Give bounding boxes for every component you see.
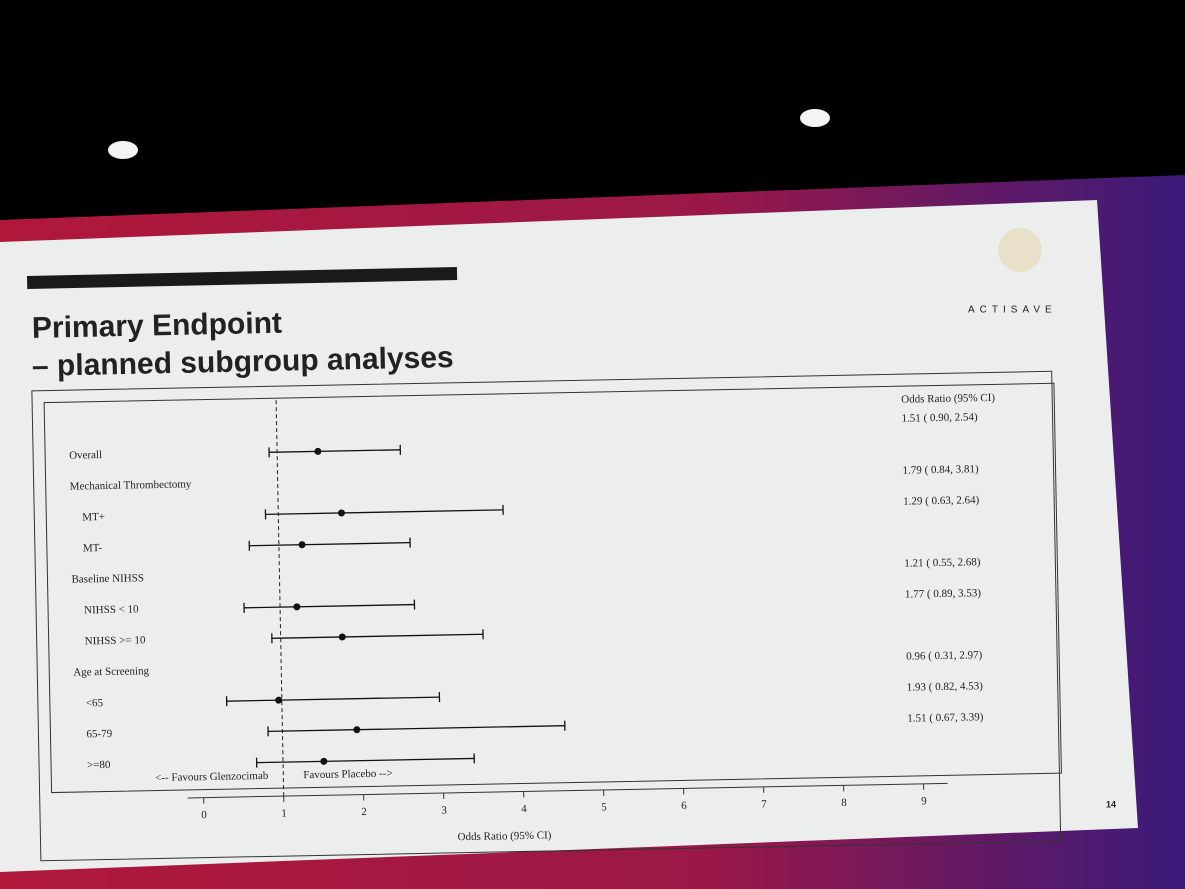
x-tick-label: 3 [441,805,447,817]
x-tick-label: 8 [841,797,847,809]
reference-line [275,400,285,797]
ci-label: 1.77 ( 0.89, 3.53) [905,587,982,600]
row-label: 65-79 [86,728,112,741]
row-label: >=80 [87,759,111,771]
ceiling-light [800,109,830,127]
ci-label: 1.21 ( 0.55, 2.68) [904,556,981,569]
forest-plot: Odds Ratio (95% CI) Odds Ratio (95% CI) … [31,370,1062,862]
ci-label: 1.29 ( 0.63, 2.64) [903,494,980,507]
ci-label: 1.79 ( 0.84, 3.81) [902,463,979,476]
row-label: Overall [69,449,102,462]
x-axis [187,782,948,799]
ci-label: 1.51 ( 0.67, 3.39) [907,711,984,724]
title: Primary Endpoint [32,307,283,345]
ci-header: Odds Ratio (95% CI) [901,392,995,406]
page-number: 14 [1106,799,1116,809]
x-tick-label: 2 [361,806,367,818]
logo-text: ACTISAVE [968,305,1057,316]
ci-line [256,757,475,764]
x-tick-label: 4 [521,803,527,815]
point-estimate [353,726,361,734]
ci-line [249,541,411,547]
row-label: Age at Screening [73,665,149,678]
row-label: NIHSS >= 10 [85,634,146,647]
outer-frame [31,370,1062,862]
point-estimate [298,541,306,549]
point-estimate [275,696,283,704]
ci-label: 1.93 ( 0.82, 4.53) [907,680,984,693]
ci-line [265,509,504,516]
x-tick-label: 0 [201,809,207,821]
row-label: MT- [83,542,103,554]
row-label: <65 [86,697,104,709]
slide [0,200,1138,872]
x-axis-label: Odds Ratio (95% CI) [458,830,552,844]
row-label: NIHSS < 10 [84,603,139,616]
ci-line [271,633,484,639]
row-label: MT+ [82,511,105,523]
point-estimate [320,757,328,765]
x-tick-label: 6 [681,800,687,812]
ceiling-light [108,141,138,159]
x-tick-label: 1 [281,808,287,820]
x-tick-label: 5 [601,801,607,813]
point-estimate [337,509,345,517]
row-label: Mechanical Thrombectomy [70,478,192,492]
point-estimate [293,603,301,611]
ci-line [226,696,440,702]
right-note: Favours Placebo --> [303,768,393,782]
row-label: Baseline NIHSS [71,572,144,585]
ci-label: 1.51 ( 0.90, 2.54) [901,411,978,424]
logo-icon [998,228,1042,272]
ci-line [268,725,565,733]
ci-line [244,603,415,609]
x-tick-label: 9 [921,795,927,807]
title-bar [27,266,458,289]
ci-line [269,449,401,453]
ci-label: 0.96 ( 0.31, 2.97) [906,649,983,662]
point-estimate [338,633,346,641]
x-tick-label: 7 [761,798,767,810]
point-estimate [314,447,322,455]
plot-frame [43,382,1062,794]
left-note: <-- Favours Glenzocimab [155,770,269,784]
